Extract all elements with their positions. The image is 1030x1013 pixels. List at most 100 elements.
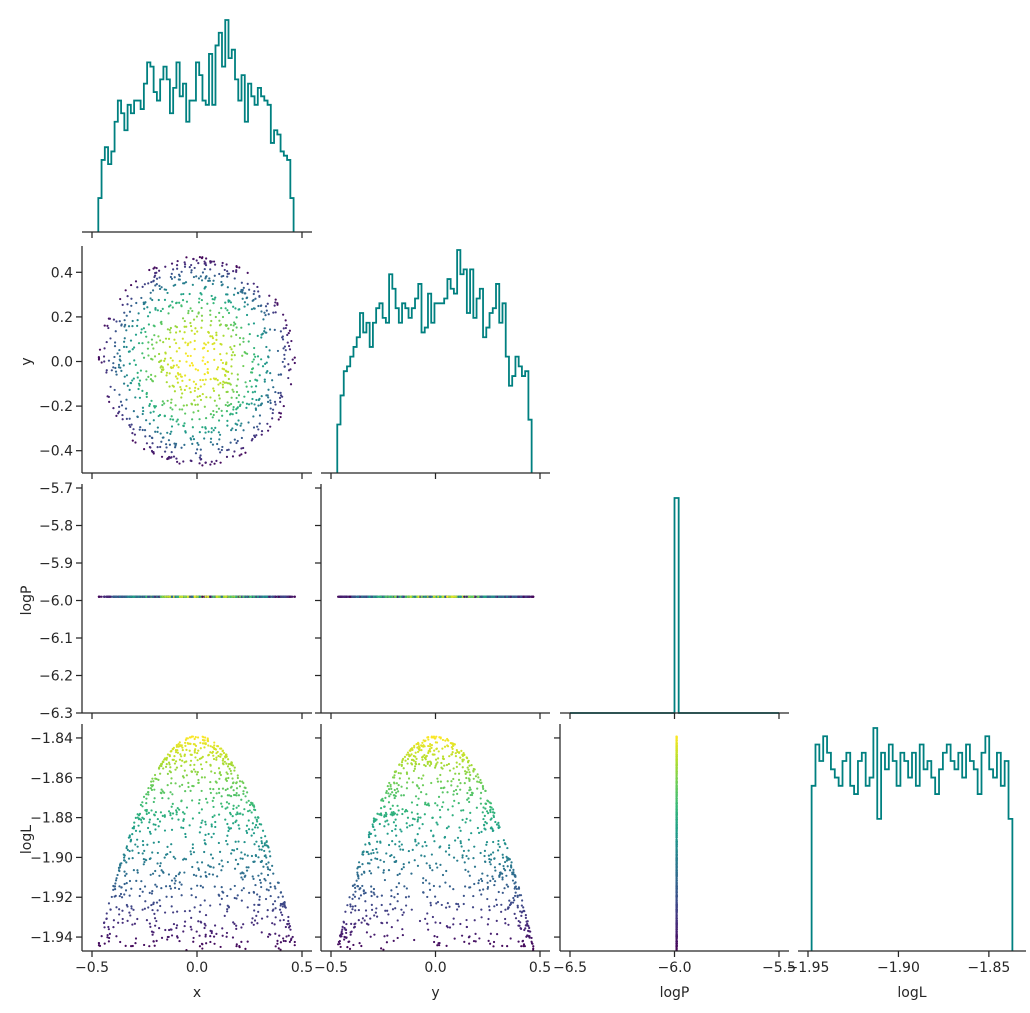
scatter-point bbox=[253, 390, 257, 393]
scatter-point bbox=[176, 751, 180, 754]
scatter-point bbox=[276, 881, 280, 884]
scatter-point bbox=[489, 818, 492, 821]
scatter-point bbox=[477, 881, 480, 885]
scatter-point bbox=[125, 417, 128, 420]
scatter-point bbox=[256, 820, 259, 823]
scatter-point bbox=[468, 935, 471, 938]
scatter-point bbox=[454, 752, 457, 755]
scatter-point bbox=[473, 882, 476, 886]
scatter-point bbox=[194, 403, 197, 406]
scatter-point bbox=[257, 363, 260, 366]
scatter-point bbox=[177, 366, 180, 369]
scatter-point bbox=[234, 840, 237, 843]
scatter-point bbox=[262, 865, 265, 868]
scatter-point bbox=[220, 747, 223, 750]
scatter-point bbox=[213, 347, 216, 351]
scatter-point bbox=[253, 346, 256, 350]
scatter-point bbox=[242, 429, 245, 432]
scatter-point bbox=[401, 913, 404, 917]
scatter-point bbox=[215, 333, 218, 337]
scatter-point bbox=[472, 894, 475, 898]
scatter-point bbox=[120, 896, 124, 899]
scatter-point bbox=[283, 357, 286, 360]
scatter-point bbox=[129, 838, 133, 841]
scatter-point bbox=[189, 925, 192, 928]
scatter-point bbox=[140, 296, 143, 300]
scatter-point bbox=[180, 883, 183, 886]
scatter-point bbox=[165, 895, 168, 898]
scatter-point bbox=[199, 747, 202, 750]
scatter-point bbox=[428, 866, 432, 869]
scatter-point bbox=[183, 388, 186, 392]
scatter-point bbox=[483, 849, 487, 852]
scatter-point bbox=[185, 806, 189, 809]
scatter-point bbox=[170, 828, 174, 831]
scatter-point bbox=[231, 815, 234, 818]
scatter-point bbox=[487, 854, 490, 857]
scatter-point bbox=[147, 375, 150, 378]
scatter-point bbox=[148, 404, 151, 407]
scatter-point bbox=[162, 767, 165, 770]
scatter-point bbox=[196, 884, 199, 887]
scatter-point bbox=[226, 860, 229, 864]
scatter-point bbox=[178, 785, 181, 788]
scatter-point bbox=[447, 846, 451, 850]
scatter-point bbox=[227, 763, 230, 766]
scatter-point bbox=[244, 947, 247, 951]
scatter-point bbox=[482, 888, 485, 891]
scatter-point bbox=[501, 595, 504, 598]
scatter-point bbox=[136, 838, 139, 841]
scatter-point bbox=[126, 384, 129, 387]
scatter-point bbox=[144, 435, 147, 438]
scatter-point bbox=[232, 305, 235, 308]
scatter-point bbox=[201, 359, 204, 362]
scatter-point bbox=[431, 869, 434, 872]
scatter-point bbox=[439, 816, 442, 819]
scatter-point bbox=[348, 947, 352, 951]
scatter-point bbox=[351, 897, 354, 900]
scatter-point bbox=[149, 873, 152, 876]
scatter-point bbox=[370, 885, 373, 888]
scatter-point bbox=[414, 755, 417, 758]
scatter-point bbox=[360, 921, 363, 924]
scatter-point bbox=[370, 890, 373, 893]
scatter-point bbox=[407, 777, 411, 780]
scatter-point bbox=[196, 771, 199, 774]
scatter-point bbox=[232, 804, 235, 807]
scatter-point bbox=[423, 813, 426, 816]
scatter-point bbox=[430, 781, 433, 785]
scatter-point bbox=[488, 905, 491, 908]
scatter-point bbox=[193, 332, 196, 336]
scatter-point bbox=[404, 595, 408, 598]
scatter-point bbox=[285, 324, 288, 327]
scatter-point bbox=[172, 855, 175, 858]
scatter-point bbox=[203, 342, 206, 345]
scatter-point bbox=[491, 875, 494, 878]
scatter-point bbox=[231, 413, 234, 416]
scatter-point bbox=[251, 397, 254, 401]
scatter-point bbox=[235, 943, 238, 946]
scatter-point bbox=[439, 786, 443, 790]
scatter-point bbox=[141, 428, 144, 432]
scatter-point bbox=[173, 877, 176, 880]
scatter-point bbox=[172, 455, 176, 458]
scatter-point bbox=[234, 428, 238, 432]
scatter-point bbox=[260, 310, 263, 313]
scatter-point bbox=[230, 429, 233, 432]
scatter-point bbox=[173, 762, 177, 765]
scatter-point bbox=[239, 857, 242, 860]
scatter-point bbox=[258, 414, 262, 417]
scatter-point bbox=[447, 808, 450, 811]
scatter-point bbox=[204, 736, 207, 739]
scatter-point bbox=[100, 935, 103, 938]
scatter-point bbox=[106, 933, 109, 937]
scatter-point bbox=[285, 935, 288, 938]
scatter-point bbox=[455, 761, 458, 764]
scatter-point bbox=[236, 439, 239, 443]
scatter-point bbox=[190, 770, 193, 773]
scatter-point bbox=[112, 888, 115, 891]
scatter-point bbox=[434, 737, 437, 740]
scatter-point bbox=[271, 408, 275, 411]
scatter-point bbox=[123, 311, 126, 314]
scatter-point bbox=[488, 860, 491, 864]
